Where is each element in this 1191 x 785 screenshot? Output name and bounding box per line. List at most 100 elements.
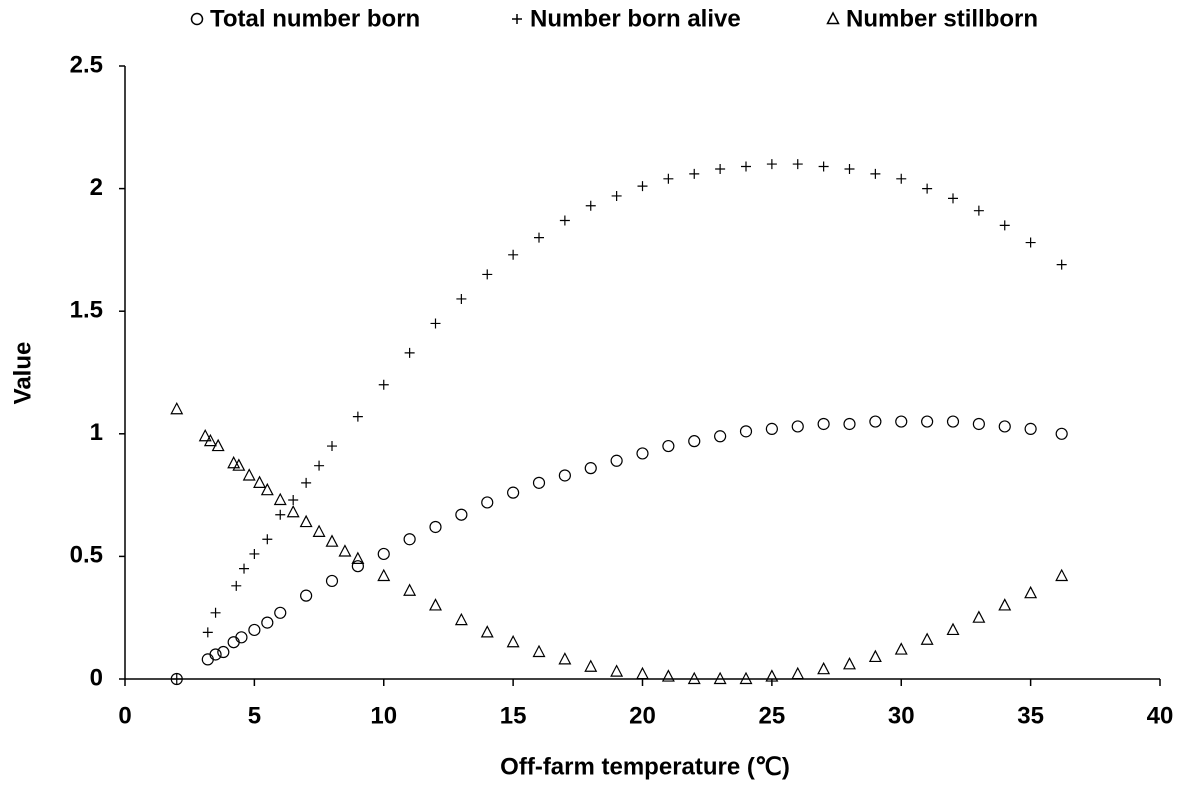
legend-marker bbox=[512, 14, 522, 24]
point bbox=[352, 411, 363, 422]
point bbox=[739, 671, 753, 685]
x-tick-label: 0 bbox=[118, 702, 131, 729]
point bbox=[404, 347, 415, 358]
point bbox=[766, 159, 777, 170]
point bbox=[1055, 568, 1069, 582]
point bbox=[260, 482, 274, 496]
point bbox=[610, 664, 624, 677]
point bbox=[210, 607, 221, 618]
point bbox=[429, 598, 442, 611]
point bbox=[430, 318, 441, 329]
point bbox=[1056, 259, 1067, 270]
y-tick-label: 1 bbox=[90, 419, 103, 446]
point bbox=[231, 580, 242, 591]
point bbox=[378, 379, 389, 390]
x-tick-label: 15 bbox=[500, 702, 527, 729]
point bbox=[532, 476, 546, 489]
point bbox=[242, 468, 256, 481]
point bbox=[170, 672, 183, 686]
point bbox=[843, 656, 856, 670]
point bbox=[818, 161, 829, 172]
point bbox=[585, 200, 596, 211]
point bbox=[999, 220, 1010, 231]
point bbox=[377, 568, 391, 582]
point bbox=[275, 509, 286, 520]
point bbox=[198, 428, 212, 442]
point bbox=[211, 438, 225, 452]
series bbox=[170, 401, 1069, 685]
point bbox=[239, 563, 250, 574]
point bbox=[506, 634, 520, 648]
point bbox=[895, 415, 908, 428]
point bbox=[922, 183, 933, 194]
legend-marker bbox=[826, 11, 840, 25]
point bbox=[300, 589, 313, 602]
point bbox=[713, 671, 727, 685]
point bbox=[868, 649, 882, 663]
point bbox=[507, 486, 520, 499]
point bbox=[689, 168, 700, 179]
point bbox=[217, 645, 230, 659]
point bbox=[235, 631, 248, 644]
point bbox=[532, 644, 546, 658]
point bbox=[288, 495, 299, 506]
point bbox=[454, 612, 468, 626]
point bbox=[301, 477, 312, 488]
point bbox=[1025, 237, 1036, 248]
point bbox=[456, 293, 467, 304]
legend-label: Number born alive bbox=[530, 5, 741, 32]
point bbox=[870, 168, 881, 179]
point bbox=[662, 439, 675, 453]
point bbox=[584, 659, 598, 672]
point bbox=[998, 420, 1011, 433]
point bbox=[765, 669, 779, 682]
point bbox=[286, 504, 300, 518]
point bbox=[559, 215, 570, 226]
y-tick-label: 0 bbox=[90, 664, 103, 691]
point bbox=[261, 616, 274, 629]
point bbox=[273, 492, 287, 506]
point bbox=[611, 190, 622, 201]
point bbox=[1024, 585, 1038, 599]
point bbox=[998, 598, 1012, 611]
point bbox=[715, 163, 726, 174]
point bbox=[482, 269, 493, 280]
point bbox=[636, 447, 649, 460]
point bbox=[262, 534, 273, 545]
point bbox=[920, 632, 934, 645]
point bbox=[843, 417, 856, 431]
point bbox=[584, 462, 597, 475]
point bbox=[741, 161, 751, 172]
point bbox=[227, 636, 240, 649]
y-axis-title: Value bbox=[9, 342, 36, 405]
legend-label: Total number born bbox=[210, 5, 420, 32]
point bbox=[227, 455, 241, 469]
point bbox=[791, 420, 804, 433]
point bbox=[202, 627, 213, 638]
point bbox=[534, 232, 544, 243]
series bbox=[171, 159, 1067, 684]
point bbox=[739, 425, 753, 438]
point bbox=[248, 623, 261, 637]
point bbox=[896, 173, 907, 184]
legend-marker bbox=[190, 12, 204, 26]
point bbox=[972, 417, 985, 431]
point bbox=[312, 524, 326, 537]
y-tick-label: 2.5 bbox=[70, 51, 103, 78]
point bbox=[663, 173, 674, 184]
point bbox=[201, 653, 214, 666]
point bbox=[253, 475, 267, 488]
point bbox=[817, 661, 831, 675]
point bbox=[844, 163, 855, 174]
point bbox=[338, 544, 352, 557]
point bbox=[637, 181, 648, 192]
point bbox=[314, 460, 325, 471]
point bbox=[817, 417, 830, 431]
y-tick-label: 1.5 bbox=[70, 297, 103, 324]
point bbox=[661, 669, 675, 682]
series bbox=[170, 415, 1068, 686]
point bbox=[688, 435, 701, 448]
point bbox=[481, 496, 494, 509]
point bbox=[203, 433, 217, 447]
point bbox=[636, 666, 649, 680]
